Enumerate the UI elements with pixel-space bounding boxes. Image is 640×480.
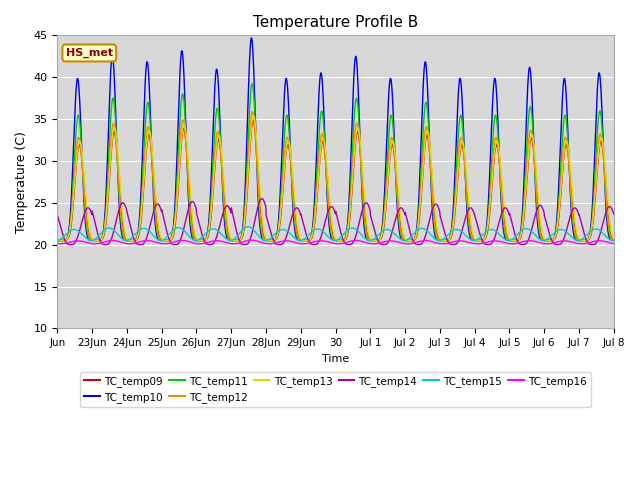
TC_temp10 [248, 35, 255, 41]
TC_temp14 [168, 240, 175, 246]
Line: TC_temp12: TC_temp12 [58, 111, 614, 240]
TC_temp11 [54, 238, 61, 243]
TC_temp13 [604, 198, 612, 204]
TC_temp16 [248, 237, 255, 243]
TC_temp10 [525, 66, 533, 72]
TC_temp13 [168, 236, 175, 241]
TC_temp14 [492, 232, 499, 238]
Line: TC_temp15: TC_temp15 [58, 227, 614, 240]
TC_temp10 [54, 238, 61, 243]
TC_temp09 [58, 238, 66, 243]
TC_temp14 [407, 233, 415, 239]
Line: TC_temp13: TC_temp13 [58, 116, 614, 240]
TC_temp15 [610, 238, 618, 243]
TC_temp13 [456, 145, 464, 151]
TC_temp11 [492, 112, 499, 118]
TC_temp15 [492, 228, 499, 234]
TC_temp14 [525, 235, 533, 241]
TC_temp11 [456, 113, 464, 119]
Line: TC_temp16: TC_temp16 [58, 240, 614, 244]
TC_temp16 [456, 238, 464, 244]
TC_temp09 [250, 118, 257, 124]
TC_temp09 [407, 238, 415, 243]
TC_temp14 [604, 205, 612, 211]
TC_temp14 [54, 212, 61, 218]
TC_temp11 [248, 81, 256, 87]
TC_temp09 [456, 148, 464, 154]
TC_temp12 [492, 134, 499, 140]
TC_temp16 [407, 240, 415, 246]
TC_temp16 [525, 238, 533, 243]
TC_temp16 [54, 241, 61, 247]
TC_temp15 [609, 238, 617, 243]
TC_temp10 [492, 79, 499, 85]
X-axis label: Time: Time [322, 354, 349, 364]
TC_temp10 [407, 238, 415, 243]
TC_temp16 [56, 241, 64, 247]
TC_temp14 [67, 242, 74, 248]
TC_temp09 [492, 144, 499, 149]
TC_temp15 [244, 224, 252, 229]
Text: HS_met: HS_met [66, 48, 113, 58]
TC_temp12 [456, 136, 464, 142]
TC_temp12 [168, 235, 175, 241]
TC_temp10 [168, 235, 175, 240]
TC_temp09 [525, 148, 533, 154]
TC_temp15 [54, 238, 61, 243]
TC_temp10 [604, 227, 612, 233]
TC_temp15 [168, 229, 175, 235]
Title: Temperature Profile B: Temperature Profile B [253, 15, 418, 30]
TC_temp13 [407, 238, 415, 243]
TC_temp12 [58, 238, 65, 243]
TC_temp09 [54, 237, 61, 243]
Line: TC_temp11: TC_temp11 [58, 84, 614, 240]
Legend: TC_temp09, TC_temp10, TC_temp11, TC_temp12, TC_temp13, TC_temp14, TC_temp15, TC_: TC_temp09, TC_temp10, TC_temp11, TC_temp… [80, 372, 591, 407]
TC_temp11 [525, 109, 533, 115]
TC_temp16 [604, 240, 612, 245]
TC_temp10 [610, 238, 618, 243]
TC_temp11 [407, 238, 415, 243]
Line: TC_temp10: TC_temp10 [58, 38, 614, 240]
TC_temp11 [604, 220, 612, 226]
TC_temp09 [168, 237, 175, 242]
TC_temp13 [492, 141, 499, 147]
TC_temp15 [456, 228, 464, 233]
TC_temp14 [258, 196, 266, 202]
TC_temp13 [525, 145, 533, 151]
TC_temp13 [610, 236, 618, 242]
TC_temp15 [525, 227, 532, 232]
TC_temp16 [492, 238, 499, 244]
Line: TC_temp14: TC_temp14 [58, 199, 614, 245]
TC_temp14 [456, 234, 464, 240]
TC_temp11 [57, 238, 65, 243]
TC_temp13 [250, 113, 257, 119]
TC_temp12 [249, 108, 257, 114]
TC_temp12 [610, 238, 618, 243]
TC_temp12 [407, 238, 415, 243]
TC_temp16 [168, 240, 175, 245]
Y-axis label: Temperature (C): Temperature (C) [15, 131, 28, 233]
TC_temp11 [168, 236, 175, 241]
TC_temp13 [58, 238, 66, 243]
TC_temp12 [54, 238, 61, 243]
TC_temp09 [604, 210, 612, 216]
TC_temp12 [604, 215, 612, 221]
TC_temp10 [456, 75, 464, 81]
TC_temp10 [56, 238, 64, 243]
TC_temp15 [604, 235, 611, 241]
TC_temp12 [525, 134, 533, 140]
TC_temp13 [54, 236, 61, 242]
TC_temp09 [610, 237, 618, 243]
TC_temp11 [610, 238, 618, 243]
TC_temp16 [610, 241, 618, 247]
Line: TC_temp09: TC_temp09 [58, 121, 614, 240]
TC_temp14 [610, 211, 618, 217]
TC_temp15 [407, 234, 415, 240]
